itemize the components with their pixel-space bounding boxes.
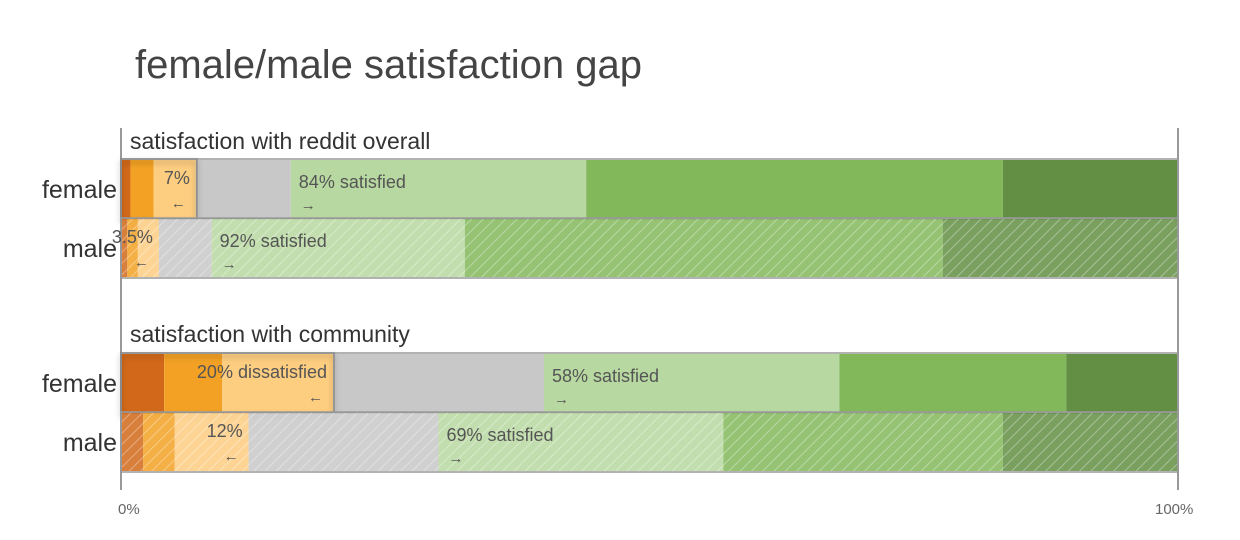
bar-segment (1066, 354, 1177, 412)
bar-row-female: female 20% dissatisfied ← 58% satisfied → (42, 352, 1179, 414)
row-label: female (42, 176, 117, 204)
bar-group: satisfaction with reddit overall female 7%… (42, 128, 1179, 279)
dissatisfied-label: 3.5% (112, 227, 153, 247)
bar-segment (586, 160, 1003, 218)
bar-frame (120, 411, 1179, 473)
bar-segment-hatch (248, 413, 439, 471)
bar-segment (122, 354, 165, 412)
group-title: satisfaction with reddit overall (130, 128, 430, 154)
bar-segment-hatch (174, 413, 249, 471)
bar-segment (153, 160, 196, 218)
bar-segment-hatch (211, 219, 465, 277)
bar-segment-hatch (122, 413, 144, 471)
bar-segment (333, 354, 544, 412)
dissatisfied-label: 20% dissatisfied (197, 362, 327, 382)
x-tick-0: 0% (118, 501, 140, 518)
bar-frame (120, 217, 1179, 279)
dissatisfied-label: 12% (207, 421, 243, 441)
row-label: male (63, 235, 117, 263)
satisfied-label: 69% satisfied (447, 425, 554, 445)
x-tick-100: 100% (1155, 501, 1193, 518)
left-arrow-icon: ← (224, 448, 239, 465)
bar-row-male: male 12% ← 69% satisfied → (63, 411, 1179, 473)
bar-row-female: female 7% ← 84% satisfied → (42, 158, 1179, 220)
bar-segment (839, 354, 1067, 412)
bar-segment (130, 160, 154, 218)
group-title: satisfaction with community (130, 321, 410, 347)
bar-segment-hatch (143, 413, 175, 471)
right-arrow-icon: → (554, 391, 569, 408)
bar-segment (1002, 160, 1177, 218)
bar-segment-hatch (438, 413, 724, 471)
right-arrow-icon: → (301, 197, 316, 214)
satisfied-label: 92% satisfied (220, 231, 327, 251)
bar-segment-hatch (1002, 413, 1177, 471)
row-label: female (42, 370, 117, 398)
bar-segment-hatch (723, 413, 1003, 471)
dissatisfied-label: 7% (164, 168, 190, 188)
bar-segment (122, 160, 131, 218)
bar-group: satisfaction with community female 20% dis… (42, 321, 1179, 473)
bar-segment-hatch (137, 219, 159, 277)
right-arrow-icon: → (449, 450, 464, 467)
bar-segment (195, 160, 291, 218)
bar-segment (222, 354, 333, 412)
satisfied-label: 58% satisfied (552, 366, 659, 386)
right-arrow-icon: → (222, 256, 237, 273)
bar-groups: satisfaction with reddit overall female 7%… (42, 128, 1179, 473)
bar-segment (290, 160, 587, 218)
row-label: male (63, 429, 117, 457)
bar-segment-hatch (158, 219, 212, 277)
bar-segment-hatch (127, 219, 138, 277)
bar-segment-hatch (122, 219, 128, 277)
chart-title: female/male satisfaction gap (135, 43, 642, 87)
bar-segment (164, 354, 223, 412)
left-arrow-icon: ← (308, 389, 323, 406)
bar-segment-hatch (464, 219, 943, 277)
left-arrow-icon: ← (134, 254, 149, 271)
left-arrow-icon: ← (171, 195, 186, 212)
satisfied-label: 84% satisfied (299, 172, 406, 192)
bar-segment-hatch (942, 219, 1177, 277)
bar-segment (544, 354, 840, 412)
